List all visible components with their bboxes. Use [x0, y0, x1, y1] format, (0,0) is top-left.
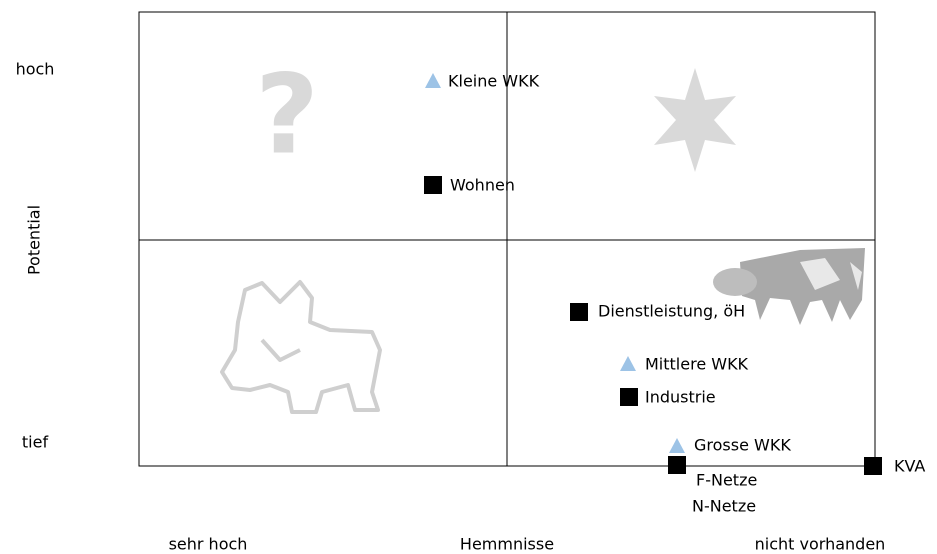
x-axis-title: Hemmnisse: [460, 535, 554, 554]
item-label: F-Netze: [696, 471, 757, 490]
square-marker: [620, 388, 638, 406]
y-axis-low: tief: [22, 433, 49, 452]
square-marker: [668, 456, 686, 474]
question-icon: ?: [255, 50, 319, 178]
square-marker: [424, 176, 442, 194]
items: Kleine WKK Wohnen Dienstleistung, öH Mittle…: [424, 72, 925, 516]
x-axis-right: nicht vorhanden: [755, 535, 886, 554]
square-marker: [864, 457, 882, 475]
item-label: Wohnen: [450, 176, 515, 195]
item-label: Dienstleistung, öH: [598, 302, 745, 321]
triangle-marker: [669, 438, 685, 453]
y-axis-high: hoch: [16, 60, 55, 79]
cow-icon: [713, 248, 865, 325]
triangle-marker: [425, 73, 441, 88]
item-label: KVA: [894, 457, 925, 476]
x-axis-left: sehr hoch: [169, 535, 248, 554]
item-label: N-Netze: [692, 497, 756, 516]
item-label: Industrie: [645, 388, 716, 407]
y-axis-title: Potential: [25, 205, 44, 275]
dog-icon: [220, 280, 382, 414]
star-icon: [654, 68, 736, 172]
item-label: Kleine WKK: [448, 72, 540, 91]
square-marker: [570, 303, 588, 321]
item-label: Mittlere WKK: [645, 355, 749, 374]
item-label: Grosse WKK: [694, 436, 791, 455]
triangle-marker: [620, 356, 636, 371]
